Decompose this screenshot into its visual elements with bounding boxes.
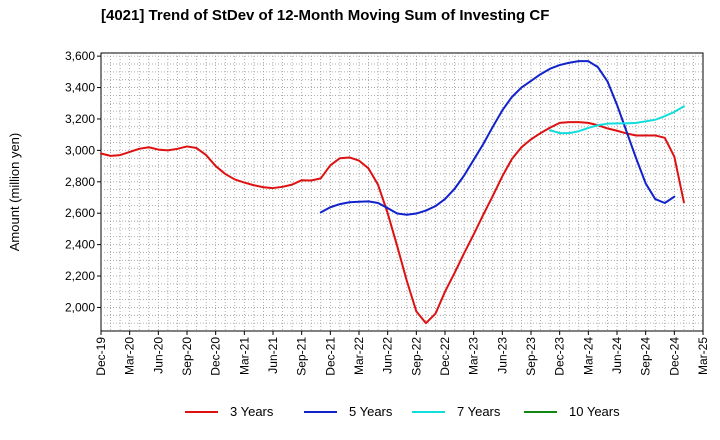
legend-label: 10 Years [569,404,620,419]
legend-item: 3 Years [185,404,273,419]
y-tick-label: 3,200 [65,112,95,126]
legend-swatch [185,410,218,413]
x-tick-label: Jun-22 [381,337,395,374]
legend-label: 3 Years [230,404,274,419]
x-tick-label: Dec-23 [553,337,567,376]
x-tick-label: Mar-21 [237,337,251,375]
x-tick-label: Jun-23 [495,337,509,374]
x-tick-label: Dec-21 [323,337,337,376]
legend-item: 7 Years [412,404,500,419]
legend-item: 10 Years [524,404,620,419]
x-tick-label: Mar-20 [123,337,137,375]
legend-label: 7 Years [457,404,501,419]
y-tick-label: 3,600 [65,49,95,63]
x-tick-label: Dec-20 [209,337,223,376]
x-tick-label: Dec-19 [94,337,108,376]
series-line-5-years [319,60,676,216]
series-line-7-years [549,105,685,135]
y-tick-label: 2,400 [65,238,95,252]
y-axis-title: Amount (million yen) [7,133,22,252]
x-tick-label: Jun-20 [151,337,165,374]
x-tick-label: Dec-24 [667,337,681,376]
x-tick-label: Sep-22 [409,337,423,376]
x-axis: Dec-19 Mar-20 Jun-20 Sep-20 Dec-20 Mar-21 Jun-… [94,331,710,376]
y-tick-label: 3,400 [65,81,95,95]
x-tick-label: Sep-21 [295,337,309,376]
plot-frame [100,52,704,332]
y-tick-label: 3,000 [65,143,95,157]
series-layer [100,60,685,325]
x-tick-label: Mar-23 [467,337,481,375]
x-tick-label: Mar-22 [352,337,366,375]
series-line-3-years [100,121,685,325]
x-tick-label: Mar-25 [696,337,710,375]
y-tick-label: 2,800 [65,175,95,189]
y-axis: 2,000 2,200 2,400 2,600 2,800 3,000 3,200 3,400… [65,49,101,314]
plot-area [100,52,704,332]
y-tick-label: 2,000 [65,300,95,314]
line-chart: 2,000 2,200 2,400 2,600 2,800 3,000 3,200 3,400… [7,49,710,376]
x-tick-label: Sep-23 [524,337,538,376]
chart-title: [4021] Trend of StDev of 12-Month Moving… [101,7,550,24]
x-tick-label: Dec-22 [438,337,452,376]
x-tick-label: Jun-21 [266,337,280,374]
x-tick-label: Sep-20 [180,337,194,376]
x-tick-label: Mar-24 [581,337,595,375]
legend-swatch [304,410,337,413]
y-tick-label: 2,200 [65,269,95,283]
legend: 3 Years 5 Years 7 Years 10 Years [0,404,720,426]
x-tick-label: Jun-24 [610,337,624,374]
x-tick-label: Sep-24 [639,337,653,376]
legend-label: 5 Years [349,404,393,419]
legend-swatch [524,410,557,413]
legend-swatch [412,410,445,413]
y-tick-label: 2,600 [65,206,95,220]
legend-item: 5 Years [304,404,392,419]
